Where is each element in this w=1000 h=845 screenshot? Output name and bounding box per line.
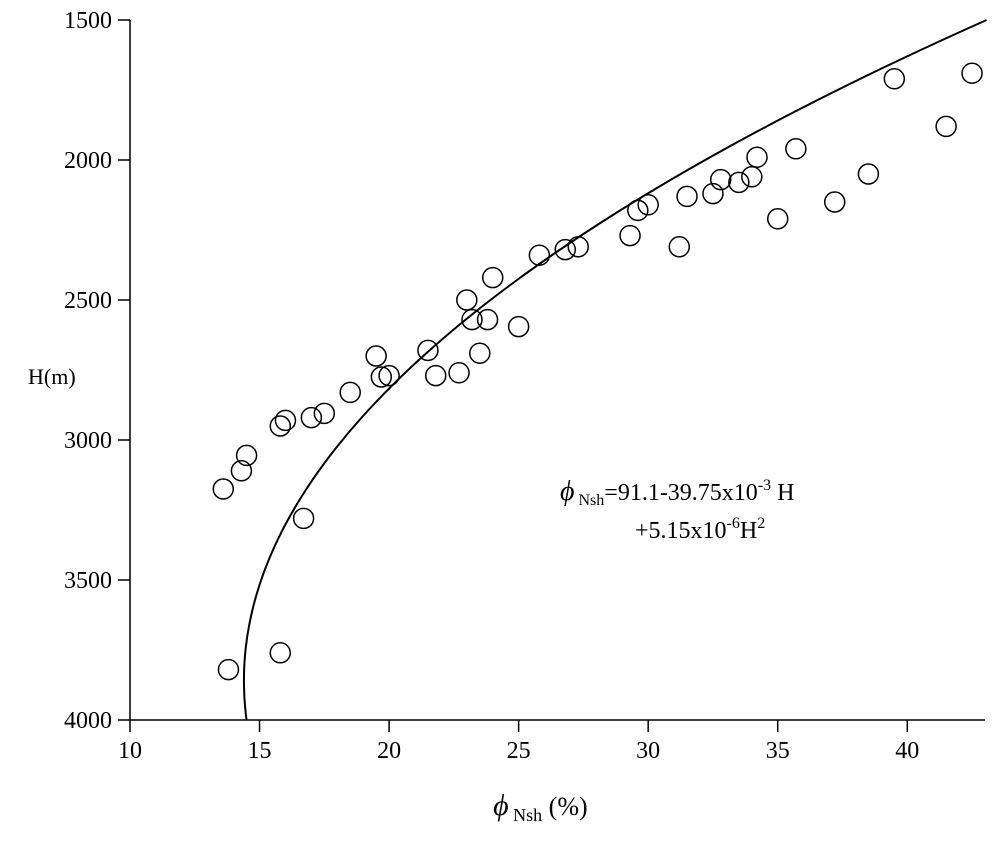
data-point (213, 479, 233, 499)
data-point (962, 63, 982, 83)
y-tick-label: 3500 (64, 568, 112, 594)
data-point (529, 245, 549, 265)
chart-svg: 10 15 20 25 30 35 40 1500 2000 2500 3000 3500 4000 H(… (0, 0, 1000, 845)
data-point (742, 167, 762, 187)
data-point (858, 164, 878, 184)
data-point (768, 209, 788, 229)
data-point (218, 660, 238, 680)
data-point (555, 240, 575, 260)
data-point (418, 340, 438, 360)
data-point (294, 508, 314, 528)
equation-line-1: ϕ Nsh=91.1-39.75x10-3 H (560, 476, 794, 509)
data-point (884, 69, 904, 89)
data-point (275, 410, 295, 430)
data-point (677, 186, 697, 206)
y-tick-label: 2500 (64, 288, 112, 314)
data-point (340, 382, 360, 402)
y-tick-label: 1500 (64, 8, 112, 34)
data-point (270, 643, 290, 663)
data-point (457, 290, 477, 310)
data-point (669, 237, 689, 257)
data-point (747, 147, 767, 167)
data-point (509, 317, 529, 337)
x-tick-label: 15 (248, 738, 272, 764)
equation-line-2: +5.15x10-6H2 (635, 515, 765, 544)
data-point (936, 116, 956, 136)
x-tick-label: 10 (118, 738, 142, 764)
data-point (314, 403, 334, 423)
y-tick-label: 2000 (64, 148, 112, 174)
y-tick-label: 4000 (64, 708, 112, 734)
data-point (426, 366, 446, 386)
data-point (568, 237, 588, 257)
x-tick-label: 25 (507, 738, 531, 764)
data-point (449, 363, 469, 383)
x-tick-label: 35 (766, 738, 790, 764)
x-axis-label: ϕ Nsh (%) (493, 789, 588, 825)
data-point (366, 346, 386, 366)
data-point (478, 310, 498, 330)
x-tick-label: 40 (895, 738, 919, 764)
data-point (825, 192, 845, 212)
y-tick-label: 3000 (64, 428, 112, 454)
data-point (270, 416, 290, 436)
data-point (786, 139, 806, 159)
data-point (301, 408, 321, 428)
fitted-curve (244, 20, 987, 720)
data-point (729, 172, 749, 192)
data-point (470, 343, 490, 363)
data-point (483, 268, 503, 288)
x-tick-label: 30 (636, 738, 660, 764)
scatter-chart: 10 15 20 25 30 35 40 1500 2000 2500 3000 3500 4000 H(… (0, 0, 1000, 845)
x-tick-label: 20 (377, 738, 401, 764)
y-axis-label: H(m) (28, 364, 76, 389)
data-point (620, 226, 640, 246)
